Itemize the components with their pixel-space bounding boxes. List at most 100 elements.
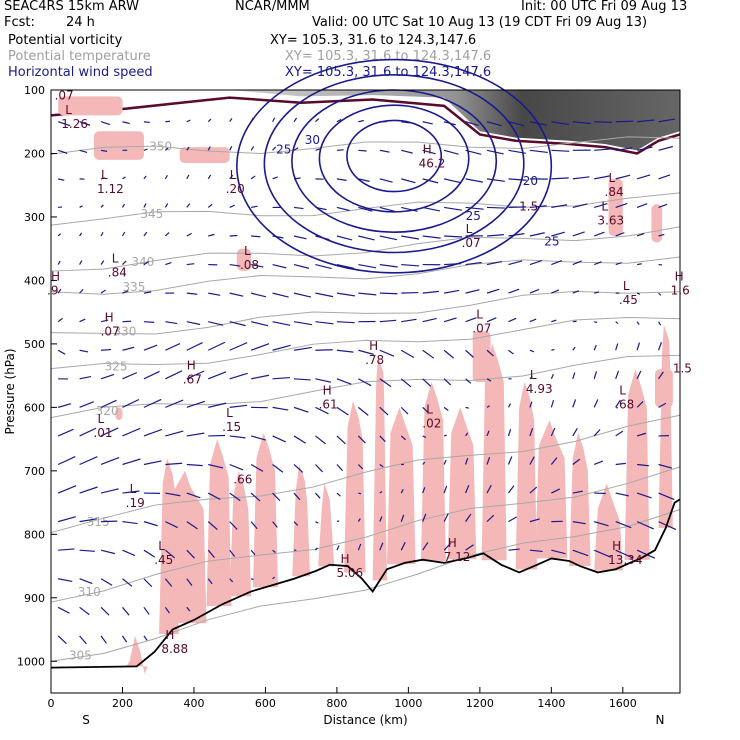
wind-vector (422, 178, 439, 184)
wind-vector (229, 204, 235, 208)
wind-vector (465, 289, 480, 294)
wind-vector (272, 321, 291, 326)
wind-vector (401, 291, 419, 294)
pv-extremum-letter: H (323, 384, 332, 398)
wind-vector (293, 378, 311, 381)
wind-vector (658, 321, 662, 326)
isentrope-label: 325 (105, 360, 128, 374)
wind-vector (572, 346, 576, 351)
wind-vector (251, 263, 264, 268)
wind-vector (207, 549, 215, 559)
wind-vector (165, 430, 184, 437)
wind-vector (58, 578, 73, 583)
pv-extremum-letter: H (187, 358, 196, 372)
wind-vector (122, 176, 126, 180)
wind-vector (486, 430, 490, 437)
wind-vector (100, 399, 117, 408)
wind-vector (293, 263, 310, 269)
wind-vector (165, 343, 181, 351)
wind-vector (400, 378, 412, 388)
wind-vector (100, 456, 120, 466)
wind-vector (250, 549, 256, 556)
wind-vector (658, 371, 664, 380)
wind-vector (572, 549, 589, 557)
pv-extremum-letter: H (165, 628, 174, 642)
wind-vector (79, 375, 92, 380)
wind-vector (79, 318, 86, 323)
pv-shaded-column (569, 432, 591, 567)
isentrope-line (50, 354, 681, 419)
wind-vector (272, 406, 289, 411)
wind-vector (250, 343, 270, 351)
wind-vector (658, 292, 662, 296)
isentrope-label: 350 (149, 139, 172, 153)
pv-extremum-value: 7.12 (444, 550, 471, 564)
wind-vector (208, 292, 221, 296)
wind-vector (658, 492, 675, 501)
wind-vector (551, 204, 568, 209)
wind-vector (529, 486, 538, 494)
wind-vector (100, 121, 111, 126)
wind-vector (379, 378, 392, 388)
wind-speed-label: 25 (544, 235, 559, 249)
wind-vector (122, 458, 141, 466)
wind-vector (100, 348, 112, 351)
isentrope-line (50, 466, 681, 603)
wind-vector (422, 542, 429, 551)
wind-vector (293, 492, 301, 501)
wind-vector (636, 321, 640, 325)
wind-vector (615, 202, 628, 208)
wind-speed-label: 25 (276, 142, 291, 156)
wind-vector (229, 578, 234, 583)
wind-vector (572, 399, 577, 408)
wind-vector (164, 549, 176, 559)
pv-extremum-value: .19 (126, 496, 145, 510)
wind-vector (272, 521, 278, 528)
wind-vector (207, 146, 211, 151)
wind-vector (293, 292, 312, 298)
wind-vector (401, 178, 416, 184)
wind-vector (100, 319, 109, 323)
wind-vector (272, 435, 287, 443)
wind-vector (443, 121, 456, 126)
wind-vector (486, 149, 504, 155)
model-title: SEAC4RS 15km ARW (4, 0, 140, 14)
wind-vector (57, 121, 71, 127)
wind-vector (229, 435, 246, 439)
wind-vector (615, 120, 634, 123)
wind-vector (443, 149, 459, 155)
pv-contour-label: 1.5 (519, 200, 538, 214)
wind-vector (250, 117, 254, 123)
wind-vector (486, 121, 502, 127)
plot-frame (50, 89, 681, 694)
wind-vector (272, 376, 290, 380)
wind-vector (486, 317, 497, 323)
wind-vector (572, 203, 588, 209)
wind-vector (572, 260, 582, 266)
wind-vector (250, 578, 254, 581)
wind-vector (358, 149, 367, 152)
wind-vector (143, 549, 156, 558)
x-tick-label: 0 (48, 697, 55, 710)
fcst-value: 24 h (66, 15, 95, 30)
pv-extremum-value: 8.88 (161, 642, 188, 656)
wind-vector (400, 488, 404, 494)
wind-vector (422, 149, 436, 155)
wind-vector (79, 578, 93, 585)
isentrope-label: 310 (78, 585, 101, 599)
wind-vector (379, 149, 390, 153)
pv-extremum-letter: H (51, 269, 60, 283)
wind-vector (529, 518, 540, 523)
wind-vector (508, 206, 526, 209)
wind-vector (486, 234, 504, 237)
wind-vector (658, 118, 676, 123)
wind-vector (593, 344, 597, 351)
wind-vector (57, 635, 67, 645)
wind-vector (186, 263, 195, 266)
wind-vector (58, 178, 65, 181)
wind-vector (465, 149, 482, 155)
wind-vector (636, 400, 644, 408)
wind-vector (401, 235, 420, 240)
wind-vector (207, 341, 226, 351)
wind-vector (358, 292, 377, 296)
